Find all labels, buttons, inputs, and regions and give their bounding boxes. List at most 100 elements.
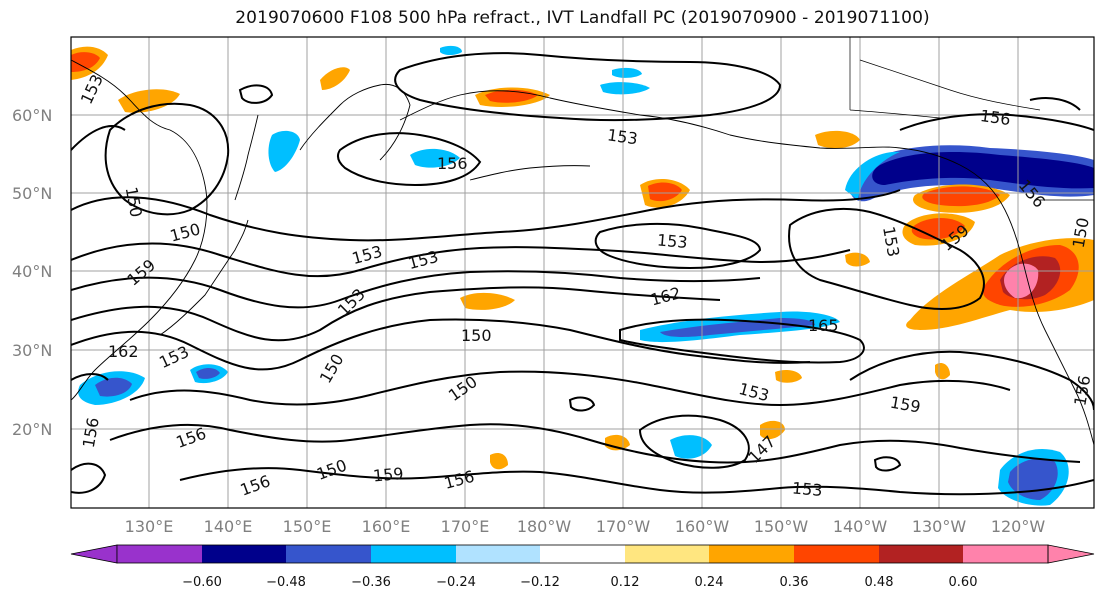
negative-anomaly-region (410, 148, 460, 168)
colorbar-segment (117, 545, 202, 563)
colorbar-tick-label: 0.24 (695, 575, 724, 590)
contour-label: 156 (1070, 374, 1094, 407)
colorbar-segment (540, 545, 625, 563)
positive-anomaly-region (815, 130, 860, 149)
lon-label: 170°W (596, 517, 651, 536)
sakhalin-coastline (234, 114, 259, 201)
alaska-coastline (639, 114, 901, 149)
positive-anomaly-region (320, 67, 350, 90)
lon-label: 130°E (125, 517, 174, 536)
positive-anomaly-core (648, 182, 682, 202)
lon-label: 150°E (283, 517, 332, 536)
colorbar-tick-label: 0.12 (611, 575, 640, 590)
contour-label: 153 (656, 230, 688, 252)
contour-line (71, 318, 811, 371)
latitude-labels: 60°N 50°N 40°N 30°N 20°N (12, 106, 52, 439)
negative-anomaly-region (440, 45, 462, 55)
colorbar-tick-label: −0.60 (182, 575, 222, 590)
negative-anomaly-region (600, 82, 650, 95)
contour-line (71, 242, 851, 278)
positive-anomaly-region (490, 453, 508, 470)
contour-line (619, 318, 865, 364)
aleutian-islands (469, 165, 591, 181)
longitude-labels: 130°E 140°E 150°E 160°E 170°E 180°W 170°… (125, 517, 1046, 536)
colorbar-tick-label: 0.36 (780, 575, 809, 590)
contour-label: 153 (791, 478, 823, 500)
colorbar-ticks: −0.60 −0.48 −0.36 −0.24 −0.12 0.12 0.24 … (182, 575, 977, 590)
positive-anomaly-core (922, 186, 1000, 207)
colorbar-segments (70, 544, 1095, 564)
contour-line (71, 462, 107, 494)
contour-line (899, 113, 1094, 131)
colorbar-segment (794, 545, 879, 563)
positive-anomaly-core (71, 52, 100, 72)
contour-label: 153 (606, 125, 639, 148)
japan-coastline (159, 219, 249, 336)
refractivity-contours (71, 52, 1094, 496)
map-frame (70, 36, 1095, 509)
lat-label: 40°N (12, 262, 52, 281)
contour-line (71, 286, 721, 342)
contour-label: 165 (808, 316, 839, 335)
positive-anomaly-region (775, 370, 802, 383)
contour-line (179, 467, 1094, 496)
contour-line (129, 370, 1011, 407)
lat-label: 20°N (12, 420, 52, 439)
contour-label: 156 (437, 154, 468, 173)
map-title: 2019070600 F108 500 hPa refract., IVT La… (235, 8, 930, 28)
colorbar-tick-label: −0.12 (520, 575, 560, 590)
lon-label: 150°W (754, 517, 809, 536)
positive-anomaly-region (460, 292, 515, 310)
map-plot-area: 153 156 153 156 156 150 150 153 153 153 … (71, 37, 1094, 508)
political-boundary (849, 37, 1094, 201)
north-america-coastline (899, 147, 1094, 446)
contour-line (71, 189, 901, 242)
lat-label: 60°N (12, 106, 52, 125)
contour-line (873, 456, 902, 472)
contour-line (788, 207, 985, 310)
colorbar: −0.60 −0.48 −0.36 −0.24 −0.12 0.12 0.24 … (70, 544, 1095, 590)
positive-anomaly-region (845, 252, 870, 267)
kamchatka-coastline (299, 83, 411, 161)
colorbar-segment (963, 545, 1048, 563)
contour-line (594, 222, 762, 270)
bering-coastline (399, 90, 641, 121)
lon-label: 140°E (204, 517, 253, 536)
contour-line (109, 423, 1081, 464)
negative-anomaly-region (268, 130, 300, 172)
negative-anomaly-region (612, 67, 642, 78)
positive-anomaly-region (760, 420, 785, 440)
negative-anomaly-core (872, 152, 1094, 189)
asia-coastline (71, 59, 208, 401)
colorbar-segment (202, 545, 286, 563)
colorbar-tick-label: 0.48 (865, 575, 894, 590)
colorbar-segment (879, 545, 963, 563)
contour-line (638, 414, 750, 469)
contour-line (238, 84, 274, 104)
lon-label: 180°W (517, 517, 572, 536)
canada-coast-detail (859, 59, 1041, 111)
lat-label: 30°N (12, 341, 52, 360)
contour-line (71, 373, 109, 381)
contour-line (849, 350, 1094, 411)
coastlines (71, 37, 1094, 446)
contour-line (104, 102, 230, 216)
colorbar-frame (116, 544, 1049, 564)
lat-label: 50°N (12, 184, 52, 203)
negative-anomaly-core (95, 377, 132, 397)
contour-line (71, 125, 126, 151)
contour-line (1029, 97, 1081, 111)
contour-line (71, 270, 761, 309)
colorbar-extend-max (1047, 544, 1095, 564)
contour-label: 150 (461, 326, 492, 345)
contour-label: 156 (979, 106, 1012, 129)
lon-label: 160°W (675, 517, 730, 536)
colorbar-tick-label: −0.36 (351, 575, 391, 590)
colorbar-segment (456, 545, 540, 563)
colorbar-segment (286, 545, 371, 563)
graticule (71, 37, 1094, 508)
contour-label: 162 (108, 342, 139, 361)
colorbar-segment (625, 545, 709, 563)
positive-anomaly-core (911, 217, 965, 240)
